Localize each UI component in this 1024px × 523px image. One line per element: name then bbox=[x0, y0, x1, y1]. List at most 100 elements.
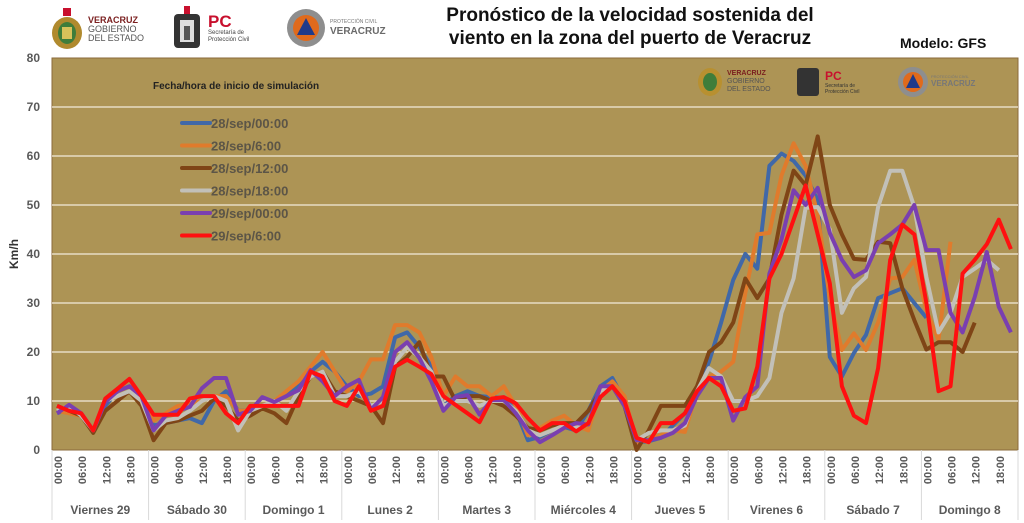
day-label: Sábado 7 bbox=[846, 503, 900, 517]
day-label: Jueves 5 bbox=[655, 503, 706, 517]
x-tick-label: 06:00 bbox=[174, 456, 186, 484]
x-tick-label: 18:00 bbox=[222, 456, 234, 484]
logo-text: VERACRUZ bbox=[727, 70, 767, 77]
x-tick-label: 12:00 bbox=[295, 456, 307, 484]
legend-label: 28/sep/18:00 bbox=[211, 184, 288, 199]
legend-label: 28/sep/6:00 bbox=[211, 139, 281, 154]
legend-label: 29/sep/6:00 bbox=[211, 229, 281, 244]
logo-text: PC bbox=[208, 12, 232, 31]
y-tick-label: 60 bbox=[27, 149, 41, 163]
day-label: Lunes 2 bbox=[367, 503, 413, 517]
x-tick-label: 00:00 bbox=[536, 456, 548, 484]
x-tick-label: 18:00 bbox=[995, 456, 1007, 484]
logo-text: Secretaría de bbox=[208, 30, 245, 36]
x-tick-label: 06:00 bbox=[77, 456, 89, 484]
logo-text: GOBIERNO bbox=[88, 23, 137, 34]
y-axis-label: Km/h bbox=[7, 239, 21, 269]
x-tick-label: 00:00 bbox=[633, 456, 645, 484]
x-tick-label: 06:00 bbox=[367, 456, 379, 484]
logo-text: VERACRUZ bbox=[88, 14, 139, 25]
logo-veracruz-gobierno: VERACRUZ GOBIERNO DEL ESTADO bbox=[50, 8, 144, 50]
day-label: Virenes 6 bbox=[750, 503, 803, 517]
x-tick-label: 18:00 bbox=[608, 456, 620, 484]
y-tick-label: 80 bbox=[27, 51, 41, 65]
logo-text: PC bbox=[825, 69, 842, 83]
x-tick-label: 00:00 bbox=[246, 456, 258, 484]
x-tick-label: 06:00 bbox=[657, 456, 669, 484]
x-tick-label: 18:00 bbox=[802, 456, 814, 484]
logo-text: Protección Civil bbox=[208, 37, 250, 43]
x-tick-label: 00:00 bbox=[922, 456, 934, 484]
logo-text: Protección Civil bbox=[825, 89, 859, 95]
title-line-2: viento en la zona del puerto de Veracruz bbox=[448, 28, 812, 49]
logo-text: PROTECCIÓN CIVIL bbox=[330, 19, 378, 25]
day-label: Martes 3 bbox=[462, 503, 511, 517]
pc-shield-icon bbox=[797, 68, 819, 96]
day-label: Miércoles 4 bbox=[551, 503, 617, 517]
veracruz-coat-of-arms-icon bbox=[703, 73, 717, 91]
x-tick-label: 00:00 bbox=[343, 456, 355, 484]
y-tick-label: 70 bbox=[27, 100, 41, 114]
y-tick-label: 50 bbox=[27, 198, 41, 212]
x-tick-label: 18:00 bbox=[705, 456, 717, 484]
chart-title: Pronóstico de la velocidad sostenida del… bbox=[380, 4, 880, 50]
x-tick-label: 18:00 bbox=[898, 456, 910, 484]
logo-text: Secretaría de bbox=[825, 83, 855, 89]
x-tick-label: 06:00 bbox=[560, 456, 572, 484]
logo-text: DEL ESTADO bbox=[727, 86, 771, 93]
logo-text: PROTECCIÓN CIVIL bbox=[931, 74, 970, 79]
x-tick-label: 00:00 bbox=[53, 456, 65, 484]
logo-text: DEL ESTADO bbox=[88, 32, 145, 43]
y-tick-label: 20 bbox=[27, 345, 41, 359]
x-tick-label: 06:00 bbox=[270, 456, 282, 484]
x-tick-label: 12:00 bbox=[488, 456, 500, 484]
x-tick-label: 12:00 bbox=[391, 456, 403, 484]
civil-protection-triangle-icon bbox=[906, 74, 920, 88]
pc-shield-icon bbox=[174, 6, 200, 48]
day-label: Sábado 30 bbox=[167, 503, 227, 517]
legend-label: 28/sep/00:00 bbox=[211, 116, 288, 131]
logo-proteccion-civil-veracruz: PROTECCIÓN CIVIL VERACRUZ bbox=[286, 8, 386, 48]
logo-proteccion-civil-pc: PC Secretaría de Protección Civil bbox=[170, 6, 249, 52]
x-tick-label: 18:00 bbox=[415, 456, 427, 484]
model-label: Modelo: GFS bbox=[900, 35, 987, 51]
x-tick-label: 12:00 bbox=[778, 456, 790, 484]
x-tick-label: 12:00 bbox=[198, 456, 210, 484]
x-tick-label: 00:00 bbox=[729, 456, 741, 484]
x-tick-label: 12:00 bbox=[681, 456, 693, 484]
y-tick-label: 10 bbox=[27, 394, 41, 408]
x-tick-label: 00:00 bbox=[826, 456, 838, 484]
series-line-29-sep-00-00 bbox=[55, 185, 1013, 445]
x-tick-label: 18:00 bbox=[125, 456, 137, 484]
day-label: Domingo 1 bbox=[263, 503, 325, 517]
legend-label: 28/sep/12:00 bbox=[211, 161, 288, 176]
x-tick-label: 12:00 bbox=[584, 456, 596, 484]
legend-title: Fecha/hora de inicio de simulación bbox=[153, 81, 319, 92]
x-tick-label: 06:00 bbox=[753, 456, 765, 484]
x-tick-label: 18:00 bbox=[512, 456, 524, 484]
series-line-29-sep-6-00 bbox=[56, 183, 1013, 445]
x-tick-label: 06:00 bbox=[850, 456, 862, 484]
logo-text: VERACRUZ bbox=[330, 26, 386, 37]
x-tick-label: 00:00 bbox=[439, 456, 451, 484]
logo-text: VERACRUZ bbox=[931, 79, 976, 88]
y-tick-label: 30 bbox=[27, 296, 41, 310]
civil-protection-triangle-icon bbox=[287, 9, 325, 47]
legend-label: 29/sep/00:00 bbox=[211, 206, 288, 221]
x-tick-label: 06:00 bbox=[464, 456, 476, 484]
x-tick-label: 12:00 bbox=[101, 456, 113, 484]
y-tick-label: 40 bbox=[27, 247, 41, 261]
x-tick-label: 18:00 bbox=[319, 456, 331, 484]
logo-text: GOBIERNO bbox=[727, 78, 765, 85]
day-label: Viernes 29 bbox=[70, 503, 130, 517]
title-line-1: Pronóstico de la velocidad sostenida del bbox=[446, 5, 814, 26]
x-tick-label: 06:00 bbox=[947, 456, 959, 484]
day-label: Domingo 8 bbox=[939, 503, 1001, 517]
veracruz-coat-of-arms-icon bbox=[52, 8, 82, 49]
x-tick-label: 12:00 bbox=[971, 456, 983, 484]
y-tick-label: 0 bbox=[33, 443, 40, 457]
x-tick-label: 12:00 bbox=[874, 456, 886, 484]
x-tick-label: 00:00 bbox=[150, 456, 162, 484]
